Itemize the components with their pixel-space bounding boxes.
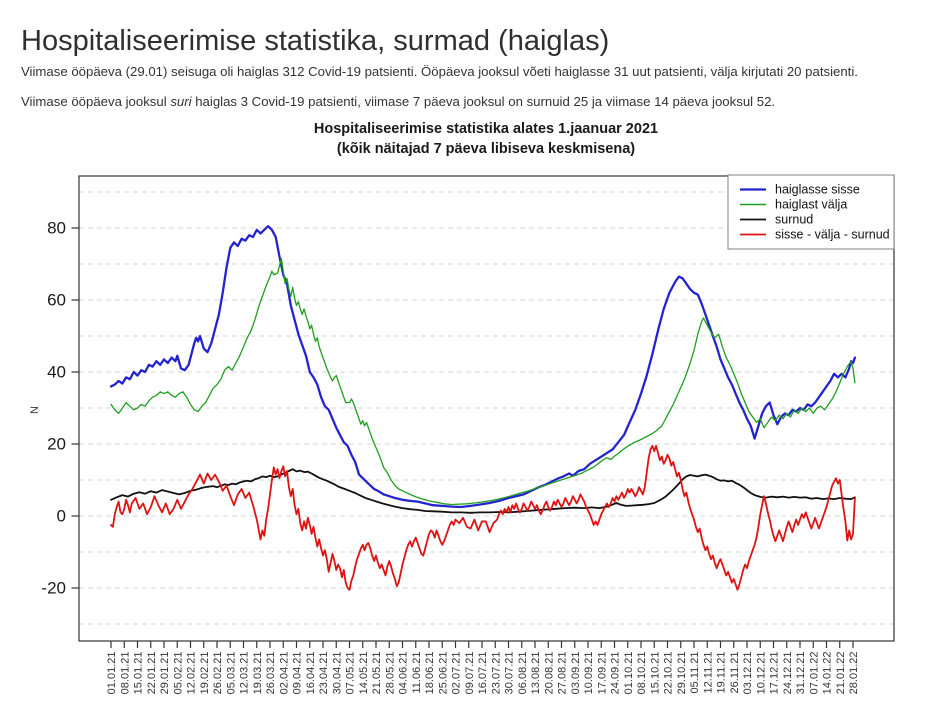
series-line-surnud	[110, 468, 856, 514]
x-tick-label: 07.01.22	[808, 652, 820, 695]
page-title: Hospitaliseerimise statistika, surmad (h…	[21, 25, 610, 58]
plot-border	[78, 175, 895, 642]
x-tick-label: 15.10.21	[649, 652, 661, 695]
x-tick-label: 12.03.21	[239, 652, 251, 695]
x-tick-label: 14.01.22	[822, 652, 834, 695]
x-tick-label: 20.08.21	[543, 652, 555, 695]
x-tick-label: 25.06.21	[437, 652, 449, 695]
x-tick-label: 02.04.21	[278, 652, 290, 695]
x-tick-label: 07.05.21	[345, 652, 357, 695]
x-tick-label: 03.09.21	[570, 652, 582, 695]
summary-paragraph-1: Viimase ööpäeva (29.01) seisuga oli haig…	[21, 64, 858, 79]
x-tick-label: 12.02.21	[186, 652, 198, 695]
x-tick-label: 23.04.21	[318, 652, 330, 695]
x-tick-label: 22.10.21	[663, 652, 675, 695]
x-tick-label: 10.12.21	[755, 652, 767, 695]
x-tick-label: 24.09.21	[610, 652, 622, 695]
legend-label: haiglasse sisse	[775, 183, 860, 197]
y-tick-label: -20	[41, 579, 66, 598]
x-tick-label: 13.08.21	[530, 652, 542, 695]
x-tick-label: 27.08.21	[557, 652, 569, 695]
x-tick-label: 19.03.21	[252, 652, 264, 695]
x-tick-label: 15.01.21	[133, 652, 145, 695]
legend-label: surnud	[775, 213, 813, 227]
x-tick-label: 16.07.21	[477, 652, 489, 695]
x-tick-label: 23.07.21	[490, 652, 502, 695]
x-tick-label: 24.12.21	[782, 652, 794, 695]
x-tick-label: 05.11.21	[689, 652, 701, 694]
x-tick-label: 08.10.21	[636, 652, 648, 695]
legend: haiglasse sisse haiglast välja surnud si…	[727, 174, 895, 250]
x-tick-label: 28.05.21	[384, 652, 396, 695]
y-axis-label: N	[29, 406, 41, 414]
x-tick-label: 09.07.21	[464, 652, 476, 695]
chart-subtitle: (kõik näitajad 7 päeva libiseva keskmise…	[337, 141, 635, 157]
x-tick-label: 11.06.21	[411, 652, 423, 694]
x-tick-label: 03.12.21	[742, 652, 754, 695]
y-tick-label: 0	[57, 507, 66, 526]
x-tick-label: 17.09.21	[596, 652, 608, 695]
x-tick-label: 01.01.21	[106, 652, 118, 695]
x-tick-label: 26.03.21	[265, 652, 277, 695]
y-axis: -20 0 20 40 60 80	[41, 219, 79, 598]
chart-title: Hospitaliseerimise statistika alates 1.j…	[314, 121, 658, 137]
x-tick-label: 01.10.21	[623, 652, 635, 695]
y-tick-label: 40	[47, 363, 66, 382]
y-tick-label: 20	[47, 435, 66, 454]
y-tick-label: 80	[47, 219, 66, 238]
legend-box	[727, 174, 895, 250]
legend-label: haiglast välja	[775, 198, 847, 212]
y-tick-label: 60	[47, 291, 66, 310]
x-tick-label: 30.07.21	[504, 652, 516, 695]
x-tick-label: 28.01.22	[848, 652, 860, 695]
x-tick-label: 21.01.22	[835, 652, 847, 695]
x-tick-label: 05.03.21	[225, 652, 237, 695]
x-tick-label: 16.04.21	[305, 652, 317, 695]
x-tick-label: 22.01.21	[146, 652, 158, 695]
series-line-haiglast-v-lja	[110, 257, 856, 506]
x-tick-label: 05.02.21	[172, 652, 184, 695]
x-tick-label: 19.11.21	[716, 652, 728, 694]
x-tick-label: 02.07.21	[451, 652, 463, 695]
x-axis: 01.01.21 08.01.21 15.01.21 22.01.21 29.01.21…	[106, 641, 860, 694]
x-tick-label: 26.11.21	[729, 652, 741, 694]
series-lines	[109, 225, 857, 591]
series-line-haiglasse-sisse	[109, 225, 857, 509]
x-tick-label: 26.02.21	[212, 652, 224, 695]
legend-label: sisse - välja - surnud	[775, 228, 890, 242]
x-tick-label: 12.11.21	[702, 652, 714, 694]
x-tick-label: 30.04.21	[331, 652, 343, 695]
x-tick-label: 19.02.21	[199, 652, 211, 695]
x-tick-label: 10.09.21	[583, 652, 595, 695]
x-tick-label: 14.05.21	[358, 652, 370, 695]
x-tick-label: 06.08.21	[517, 652, 529, 695]
x-tick-label: 29.10.21	[676, 652, 688, 695]
summary-paragraph-2: Viimase ööpäeva jooksul suri haiglas 3 C…	[21, 94, 776, 109]
x-tick-label: 29.01.21	[159, 652, 171, 695]
x-tick-label: 08.01.21	[119, 652, 131, 695]
x-tick-label: 18.06.21	[424, 652, 436, 695]
series-line-sisse-v-lja-surnud	[110, 444, 856, 591]
gridlines	[79, 191, 894, 625]
x-tick-label: 31.12.21	[795, 652, 807, 695]
x-tick-label: 09.04.21	[292, 652, 304, 695]
x-tick-label: 04.06.21	[398, 652, 410, 695]
x-tick-label: 21.05.21	[371, 652, 383, 695]
x-tick-label: 17.12.21	[769, 652, 781, 695]
